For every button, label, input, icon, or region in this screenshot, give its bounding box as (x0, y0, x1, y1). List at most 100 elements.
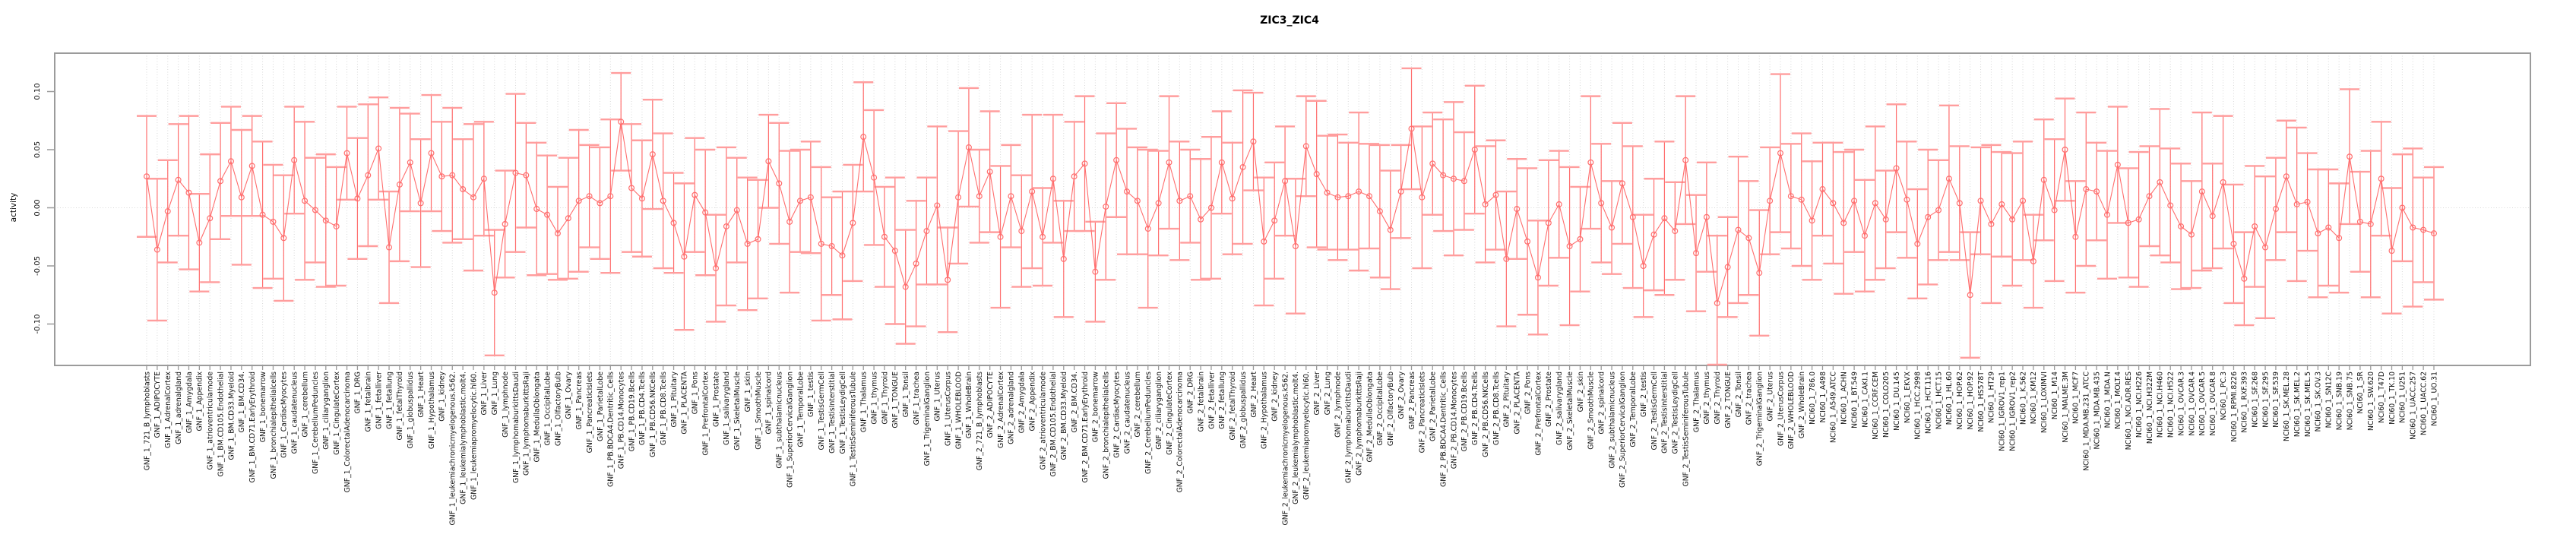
x-tick-label: GNF_1_Pancreas (575, 372, 584, 430)
data-point (1714, 299, 1720, 306)
x-tick-label: NCI60_1_SK.OV.3 (2315, 372, 2323, 432)
x-tick-label: GNF_1_trachea (913, 372, 921, 425)
data-point (386, 244, 393, 251)
data-point (2178, 223, 2185, 229)
x-tick-label: NCI60_1_PC.3 (2220, 372, 2228, 420)
data-point (881, 233, 888, 240)
x-tick-label: NCI60_1_SNB.19 (2335, 372, 2343, 430)
x-tick-label: NCI60_1_HS578T (1977, 372, 1986, 432)
x-tick-label: NCI60_1_LOXIMVI (2040, 372, 2049, 433)
x-tick-label: GNF_1_TrigeminalGanglion (923, 372, 932, 466)
data-point (1429, 160, 1436, 167)
data-point (786, 218, 793, 225)
data-point (1830, 200, 1837, 207)
x-tick-label: NCI60_1_RPMI.8226 (2230, 372, 2239, 442)
x-tick-label: GNF_2_TONGUE (1724, 372, 1733, 428)
x-tick-label: GNF_2_Liver (1313, 372, 1321, 416)
x-tick-label: GNF_2_CardiacMyocytes (1112, 372, 1121, 458)
x-tick-label: GNF_1_fetallung (385, 372, 394, 429)
data-point (2114, 161, 2121, 168)
x-tick-label: GNF_2_leukemiachronicmyelogenous.k562. (1281, 372, 1290, 525)
x-tick-label: NCI60_1_HCT.15 (1935, 372, 1943, 429)
data-point (1851, 198, 1858, 204)
data-point (1777, 150, 1784, 157)
data-point (554, 230, 561, 237)
data-point (1113, 157, 1120, 163)
data-point (502, 220, 508, 227)
x-tick-label: GNF_2_AdrenalCortex (997, 372, 1005, 449)
data-point (2252, 223, 2258, 229)
data-point (1376, 208, 1383, 215)
data-point (322, 217, 329, 224)
x-tick-label: GNF_1_UterusCorpus (944, 372, 952, 446)
x-tick-label: GNF_2_Amygdala (1018, 372, 1027, 433)
x-tick-label: GNF_2_PB.CD14.Monocytes (1450, 372, 1458, 469)
x-tick-label: NCI60_1_DU.145 (1893, 372, 1901, 431)
data-point (1387, 226, 1394, 233)
data-point (1640, 263, 1647, 270)
x-tick-label: NCI60_1_SF.268 (2251, 372, 2259, 428)
x-tick-label: NCI60_1_OVCAR.8 (2209, 372, 2217, 436)
data-point (1503, 255, 1510, 262)
data-point (2051, 207, 2058, 213)
data-point (965, 144, 972, 150)
axis-layer: 0.10 0.05 0.00 -0.05 -0.10 (33, 52, 2531, 370)
x-tick-label: NCI60_1_EKVX (1904, 371, 1912, 423)
data-point (270, 218, 277, 225)
data-point (1482, 201, 1489, 207)
x-tick-label: GNF_1_Pituitary (670, 372, 679, 428)
data-point (765, 158, 772, 165)
y-tick-label: 0.10 (33, 83, 42, 100)
data-point (302, 198, 309, 204)
x-tick-label: GNF_1_ParietalLobe (597, 372, 605, 441)
data-point (2431, 230, 2438, 237)
x-tick-label: NCI60_1_T47D (2378, 372, 2386, 423)
data-point (1724, 264, 1731, 270)
data-point (375, 145, 382, 152)
data-point (1534, 274, 1541, 281)
x-tick-label: GNF_2_ciliaryganglion (1155, 372, 1163, 450)
data-point (1967, 292, 1973, 299)
x-tick-label: GNF_1_CardiacMyocytes (280, 372, 289, 458)
data-point (1672, 228, 1679, 235)
data-point (460, 186, 467, 193)
x-tick-label: GNF_1_adrenalgland (175, 372, 183, 444)
data-point (1650, 231, 1657, 238)
x-tick-label: GNF_1_PB.CD56.NKCells (649, 372, 657, 457)
x-tick-label: GNF_2_bonemarrow (1092, 372, 1100, 443)
data-point (1819, 186, 1826, 193)
x-tick-label: NCI60_1_HT29 (1988, 372, 1996, 423)
data-point (638, 195, 645, 202)
data-point (1229, 195, 1236, 202)
x-tick-label: GNF_2_SmoothMuscle (1587, 372, 1596, 450)
data-point (628, 185, 635, 191)
x-tick-label: GNF_1_cerebellum (301, 372, 309, 438)
x-tick-label: GNF_2_TestisInterstitial (1661, 372, 1669, 454)
data-point (1756, 270, 1763, 277)
x-tick-label: GNF_2_MedullaOblongata (1366, 372, 1374, 462)
x-tick-label: GNF_2_salivarygland (1555, 372, 1564, 445)
data-point (1945, 175, 1952, 182)
data-point (1144, 226, 1151, 232)
x-tick-label: GNF_1_PB.CD8.Tcells (660, 372, 668, 445)
x-tick-label: GNF_2_Ovary (1397, 372, 1406, 419)
data-point (828, 242, 835, 249)
x-tick-label: GNF_2_fetalbrain (1197, 372, 1205, 432)
data-point (512, 169, 519, 176)
data-point (438, 173, 445, 180)
data-point (1798, 196, 1805, 203)
x-tick-label: GNF_2_PancreaticIslets (1419, 372, 1427, 454)
x-tick-label: GNF_2_UterusCorpus (1777, 372, 1785, 446)
x-tick-label: GNF_2_Hypothalamus (1261, 372, 1269, 449)
plot-border (54, 52, 2531, 366)
data-point (1029, 188, 1036, 195)
x-tick-label: NCI60_1_A498 (1819, 372, 1828, 422)
data-point (902, 283, 909, 290)
x-tick-label: NCI60_1_COLO205 (1882, 372, 1891, 438)
x-tick-label: GNF_2_PB.CD19.Bcells (1460, 372, 1469, 451)
data-point (691, 191, 698, 198)
x-tick-label: GNF_1_leukemiapromyelocytic.hl60. (470, 372, 478, 500)
data-point (1207, 204, 1214, 211)
x-tick-label: GNF_1_kidney (438, 372, 447, 422)
x-tick-label: NCI60_1_IGROV1_rep1 (1998, 372, 2007, 451)
